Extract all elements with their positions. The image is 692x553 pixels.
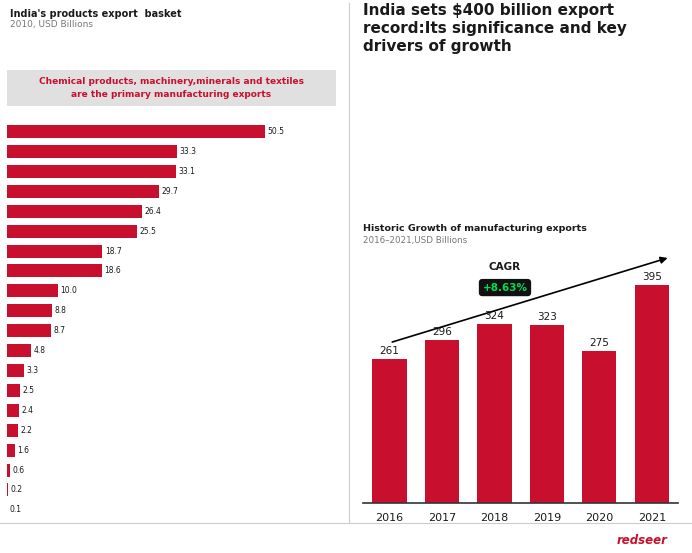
Bar — [7, 304, 52, 317]
Text: 261: 261 — [380, 346, 399, 356]
Text: India's products export  basket: India's products export basket — [10, 9, 182, 19]
Text: India sets $400 billion export
record:Its significance and key
drivers of growth: India sets $400 billion export record:It… — [363, 3, 627, 54]
Text: 3.3: 3.3 — [26, 366, 39, 375]
Text: 18.7: 18.7 — [105, 247, 122, 255]
Text: 29.7: 29.7 — [161, 187, 178, 196]
Text: 2010, USD Billions: 2010, USD Billions — [10, 20, 93, 29]
Bar — [477, 324, 511, 503]
Bar — [7, 284, 58, 298]
Text: 18.6: 18.6 — [104, 267, 121, 275]
Bar — [530, 325, 564, 503]
Bar — [7, 424, 18, 437]
Text: Historic Growth of manufacturing exports: Historic Growth of manufacturing exports — [363, 224, 588, 233]
Text: 2016–2021,USD Billions: 2016–2021,USD Billions — [363, 236, 468, 244]
Bar — [7, 483, 8, 497]
Bar — [7, 205, 142, 218]
Text: 2.4: 2.4 — [21, 406, 34, 415]
Text: Chemical products, machinery,minerals and textiles
are the primary manufacturing: Chemical products, machinery,minerals an… — [39, 77, 304, 99]
Text: 1.6: 1.6 — [18, 446, 30, 455]
Text: redseer: redseer — [617, 534, 668, 547]
Text: CAGR: CAGR — [489, 262, 521, 272]
Text: 323: 323 — [537, 312, 557, 322]
Text: 4.8: 4.8 — [34, 346, 46, 355]
Bar — [7, 185, 158, 198]
Text: 324: 324 — [484, 311, 504, 321]
Text: 33.1: 33.1 — [179, 167, 196, 176]
Text: 395: 395 — [642, 272, 662, 282]
Bar — [7, 364, 24, 377]
Text: 2.5: 2.5 — [22, 386, 34, 395]
Bar — [635, 285, 669, 503]
Text: 0.2: 0.2 — [10, 486, 23, 494]
Text: 296: 296 — [432, 327, 452, 337]
Bar — [7, 264, 102, 278]
Bar — [7, 384, 19, 397]
Text: 33.3: 33.3 — [180, 147, 197, 156]
Bar — [7, 463, 10, 477]
Bar — [583, 351, 617, 503]
Text: 2.2: 2.2 — [21, 426, 33, 435]
Text: 0.1: 0.1 — [10, 505, 22, 514]
Bar — [7, 125, 265, 138]
Bar — [7, 244, 102, 258]
Bar — [7, 324, 51, 337]
Text: 0.6: 0.6 — [12, 466, 25, 474]
Bar — [425, 340, 459, 503]
Text: 275: 275 — [590, 338, 610, 348]
Text: 10.0: 10.0 — [61, 286, 78, 295]
Text: 8.7: 8.7 — [54, 326, 66, 335]
Bar — [7, 225, 137, 238]
Text: 50.5: 50.5 — [268, 127, 284, 136]
Bar — [7, 404, 19, 417]
Bar — [7, 165, 176, 178]
Bar — [7, 145, 177, 158]
Bar — [372, 359, 407, 503]
Text: 25.5: 25.5 — [140, 227, 156, 236]
Text: 8.8: 8.8 — [55, 306, 66, 315]
Bar — [7, 444, 15, 457]
Text: 26.4: 26.4 — [145, 207, 161, 216]
Text: +8.63%: +8.63% — [482, 283, 527, 293]
Bar — [7, 344, 31, 357]
